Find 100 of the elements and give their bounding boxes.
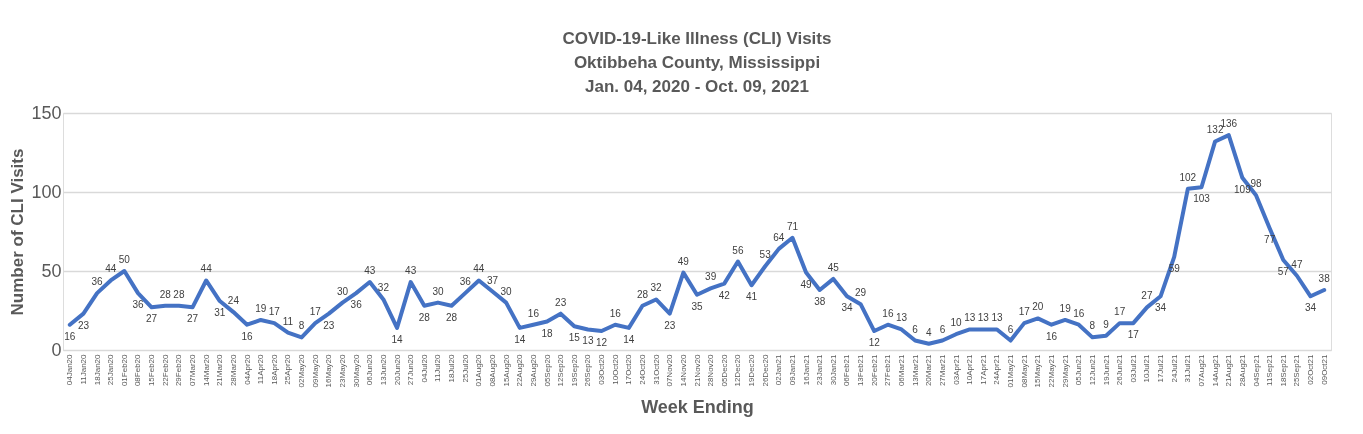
data-label: 50 bbox=[118, 254, 131, 265]
x-tick-label: 07Mar20 bbox=[188, 353, 198, 387]
data-label: 14 bbox=[391, 333, 404, 345]
x-tick-label: 20Mar21 bbox=[924, 353, 934, 387]
data-label: 13 bbox=[991, 312, 1003, 324]
x-tick-label: 01Aug20 bbox=[474, 353, 484, 387]
data-label: 43 bbox=[405, 265, 417, 277]
data-label: 37 bbox=[486, 274, 499, 286]
y-tick-label: 0 bbox=[51, 339, 62, 360]
data-label: 14 bbox=[514, 333, 526, 345]
x-tick-label: 19Dec20 bbox=[747, 353, 757, 387]
x-tick-label: 08Aug20 bbox=[487, 353, 497, 387]
data-label: 28 bbox=[418, 311, 431, 323]
x-tick-label: 07Nov20 bbox=[665, 353, 675, 387]
x-tick-label: 28Aug21 bbox=[1237, 353, 1247, 387]
x-tick-label: 24Oct20 bbox=[637, 353, 647, 385]
data-label: 13 bbox=[582, 335, 594, 347]
x-tick-label: 25Jan20 bbox=[106, 353, 116, 386]
data-label: 32 bbox=[650, 282, 663, 294]
x-axis-title: Week Ending bbox=[641, 397, 754, 418]
x-tick-label: 23Jan21 bbox=[815, 353, 825, 386]
data-label: 13 bbox=[895, 312, 908, 324]
y-tick-label: 100 bbox=[31, 181, 62, 202]
x-tick-label: 14Mar20 bbox=[201, 353, 211, 387]
x-tick-label: 09Oct21 bbox=[1319, 353, 1329, 385]
data-label: 8 bbox=[298, 320, 305, 332]
data-label: 132 bbox=[1206, 124, 1224, 136]
x-tick-label: 17Apr21 bbox=[978, 353, 988, 385]
data-label: 17 bbox=[309, 306, 322, 318]
data-label: 36 bbox=[350, 299, 363, 311]
x-tick-label: 03Oct20 bbox=[597, 353, 607, 385]
x-tick-label: 22Aug20 bbox=[515, 353, 525, 387]
data-label: 45 bbox=[827, 261, 840, 273]
data-label: 19 bbox=[1059, 302, 1072, 314]
x-tick-label: 30May20 bbox=[351, 353, 361, 388]
x-tick-label: 15May21 bbox=[1033, 353, 1043, 388]
data-label: 30 bbox=[500, 285, 513, 297]
data-label: 16 bbox=[64, 330, 76, 342]
x-tick-label: 31Oct20 bbox=[651, 353, 661, 385]
x-tick-label: 19Jun21 bbox=[1101, 353, 1111, 386]
data-label: 38 bbox=[814, 295, 826, 307]
data-label: 8 bbox=[1089, 320, 1096, 332]
data-label: 19 bbox=[255, 302, 267, 314]
x-tick-label: 24Apr21 bbox=[992, 353, 1002, 385]
x-tick-label: 25Sep21 bbox=[1292, 353, 1302, 387]
data-label: 34 bbox=[1304, 302, 1317, 314]
data-label: 56 bbox=[732, 244, 744, 256]
x-tick-label: 29Feb20 bbox=[174, 353, 184, 387]
x-tick-label: 25Apr20 bbox=[283, 353, 293, 385]
data-label: 36 bbox=[91, 276, 104, 288]
data-label: 71 bbox=[786, 220, 799, 232]
x-tick-label: 29Aug20 bbox=[528, 353, 538, 387]
data-label: 44 bbox=[473, 263, 485, 275]
data-label: 28 bbox=[173, 288, 185, 300]
x-tick-label: 23May20 bbox=[338, 353, 348, 388]
data-label: 23 bbox=[555, 296, 567, 308]
data-label: 44 bbox=[105, 263, 117, 275]
data-label: 49 bbox=[677, 255, 690, 267]
data-label: 39 bbox=[705, 271, 717, 283]
data-label: 17 bbox=[268, 306, 281, 318]
x-tick-label: 18Apr20 bbox=[269, 353, 279, 385]
x-tick-label: 06Feb21 bbox=[842, 353, 852, 387]
data-label: 17 bbox=[1127, 329, 1140, 341]
x-tick-label: 05Jun21 bbox=[1074, 353, 1084, 386]
x-tick-label: 22May21 bbox=[1046, 353, 1056, 388]
data-label: 16 bbox=[241, 330, 254, 342]
x-tick-label: 06Mar21 bbox=[897, 353, 907, 387]
data-label: 17 bbox=[1114, 306, 1126, 318]
x-tick-label: 27Feb21 bbox=[883, 353, 893, 387]
data-label: 98 bbox=[1250, 178, 1263, 190]
data-label: 6 bbox=[912, 323, 919, 335]
x-tick-label: 13Mar21 bbox=[910, 353, 920, 387]
x-tick-label: 14Nov20 bbox=[678, 353, 688, 387]
data-label: 12 bbox=[868, 337, 881, 349]
x-tick-label: 27Mar21 bbox=[937, 353, 947, 387]
x-tick-label: 18Sep21 bbox=[1278, 353, 1288, 387]
data-label: 16 bbox=[609, 307, 622, 319]
data-label: 36 bbox=[132, 299, 144, 311]
x-tick-label: 21Nov20 bbox=[692, 353, 702, 387]
data-label: 34 bbox=[841, 302, 853, 314]
data-label: 6 bbox=[939, 323, 946, 335]
data-label: 4 bbox=[926, 326, 932, 338]
x-tick-label: 08May21 bbox=[1019, 353, 1029, 388]
data-label: 16 bbox=[1073, 307, 1085, 319]
x-tick-label: 25Jul20 bbox=[460, 353, 470, 383]
data-label: 41 bbox=[745, 291, 758, 303]
x-tick-label: 22Feb20 bbox=[160, 353, 170, 387]
x-tick-label: 11Sep21 bbox=[1265, 353, 1275, 386]
data-label: 28 bbox=[446, 311, 458, 323]
data-label: 102 bbox=[1179, 171, 1197, 183]
x-tick-label: 02Jan21 bbox=[774, 353, 784, 386]
data-label: 18 bbox=[541, 327, 554, 339]
data-label: 10 bbox=[950, 317, 963, 329]
x-tick-label: 26Jun21 bbox=[1115, 353, 1125, 386]
x-tick-label: 18Jan20 bbox=[92, 353, 102, 386]
x-tick-label: 04Jul20 bbox=[419, 353, 429, 383]
x-tick-label: 05Dec20 bbox=[719, 353, 729, 387]
data-label: 16 bbox=[882, 307, 894, 319]
data-label: 28 bbox=[636, 288, 649, 300]
x-tick-label: 15Feb20 bbox=[147, 353, 157, 387]
